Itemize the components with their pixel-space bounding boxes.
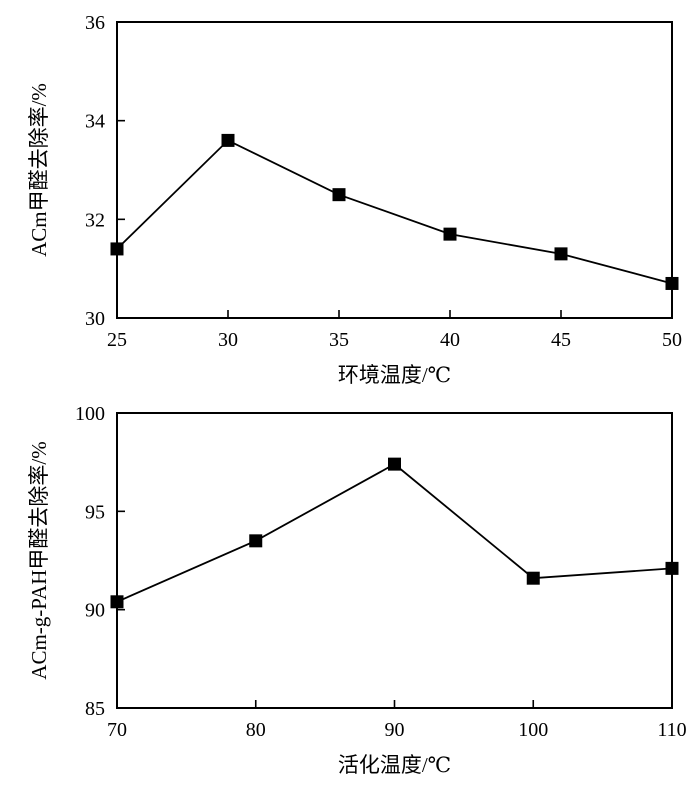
y-tick-label: 100 [75,403,105,425]
data-point [110,242,124,256]
x-axis-title: 环境温度/℃ [338,363,451,387]
chart-bottom: 70 80 90 100 110 85 90 95 100 活化温度/℃ ACm-g-PAH甲醛去除… [27,403,687,777]
plot-frame [116,412,673,709]
plot-frame [116,21,673,319]
y-axis-title: ACm-g-PAH甲醛去除率/% [27,441,51,679]
x-tick-label: 100 [518,719,548,741]
y-tick-label: 85 [85,698,105,720]
x-tick-label: 110 [657,719,686,741]
y-tick-label: 36 [85,12,105,34]
data-point [110,595,124,609]
series-line [116,139,673,285]
data-point [221,133,235,147]
data-point [332,188,346,202]
x-axis-title: 活化温度/℃ [338,753,451,777]
data-point [665,276,679,290]
y-tick-label: 95 [85,501,105,523]
data-point [249,534,263,548]
x-tick-label: 40 [440,329,460,351]
data-point [388,457,401,471]
data-point [526,571,540,585]
y-tick-label: 34 [85,111,105,133]
x-tick-label: 35 [329,329,349,351]
x-tick-label: 80 [246,719,266,741]
y-tick-label: 32 [85,209,105,231]
x-tick-label: 50 [662,329,682,351]
x-tick-label: 25 [107,329,127,351]
x-tick-label: 45 [551,329,571,351]
data-point [554,247,568,261]
y-tick-label: 30 [85,308,105,330]
x-tick-label: 30 [218,329,238,351]
series-line [116,463,673,603]
y-axis-title: ACm甲醛去除率/% [27,83,51,257]
x-tick-label: 90 [385,719,405,741]
data-point [443,227,457,241]
y-tick-label: 90 [85,600,105,622]
data-point [665,561,679,575]
x-tick-label: 70 [107,719,127,741]
